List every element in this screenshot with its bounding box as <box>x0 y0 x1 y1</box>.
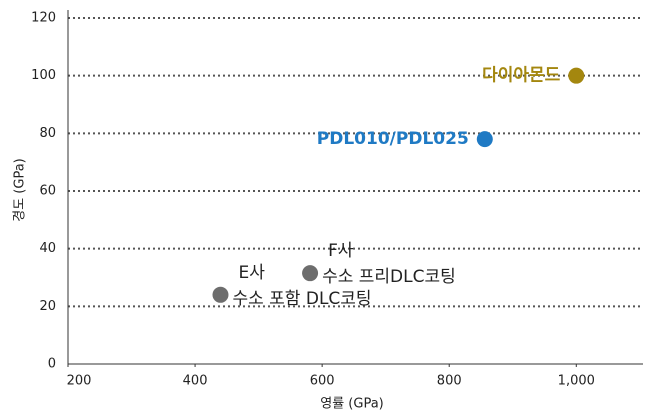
point <box>302 265 319 282</box>
y-tick-label: 80 <box>39 126 56 141</box>
point-label: E사 <box>238 263 265 283</box>
x-tick-label: 600 <box>310 374 335 389</box>
point-label: PDL010/PDL025 <box>317 129 469 149</box>
x-tick-label: 400 <box>183 374 208 389</box>
y-tick-label: 20 <box>39 299 56 314</box>
point-label: 수소 프리DLC코팅 <box>322 267 456 287</box>
x-tick-label: 800 <box>437 374 462 389</box>
point <box>568 67 585 84</box>
y-axis-label: 경도 (GPa) <box>13 158 28 222</box>
point-label: 다이아몬드 <box>482 66 561 86</box>
y-tick-label: 120 <box>31 11 56 26</box>
y-tick-label: 60 <box>39 184 56 199</box>
point <box>476 131 493 148</box>
point-label: F사 <box>328 241 354 261</box>
x-axis-label: 영률 (GPa) <box>320 397 384 412</box>
point <box>212 286 229 303</box>
x-tick-label: 200 <box>67 374 92 389</box>
y-tick-label: 100 <box>31 68 56 83</box>
point-label: 수소 포함 DLC코팅 <box>232 289 371 309</box>
y-tick-label: 40 <box>39 241 56 256</box>
x-tick-label: 1,000 <box>558 374 595 389</box>
y-tick-label: 0 <box>48 357 56 372</box>
